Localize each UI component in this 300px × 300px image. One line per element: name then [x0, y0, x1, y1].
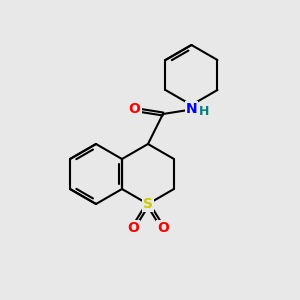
- Text: O: O: [127, 221, 139, 235]
- Text: S: S: [143, 197, 153, 211]
- Text: O: O: [157, 221, 169, 235]
- Text: N: N: [186, 103, 197, 116]
- Text: O: O: [128, 103, 140, 116]
- Text: H: H: [199, 105, 209, 119]
